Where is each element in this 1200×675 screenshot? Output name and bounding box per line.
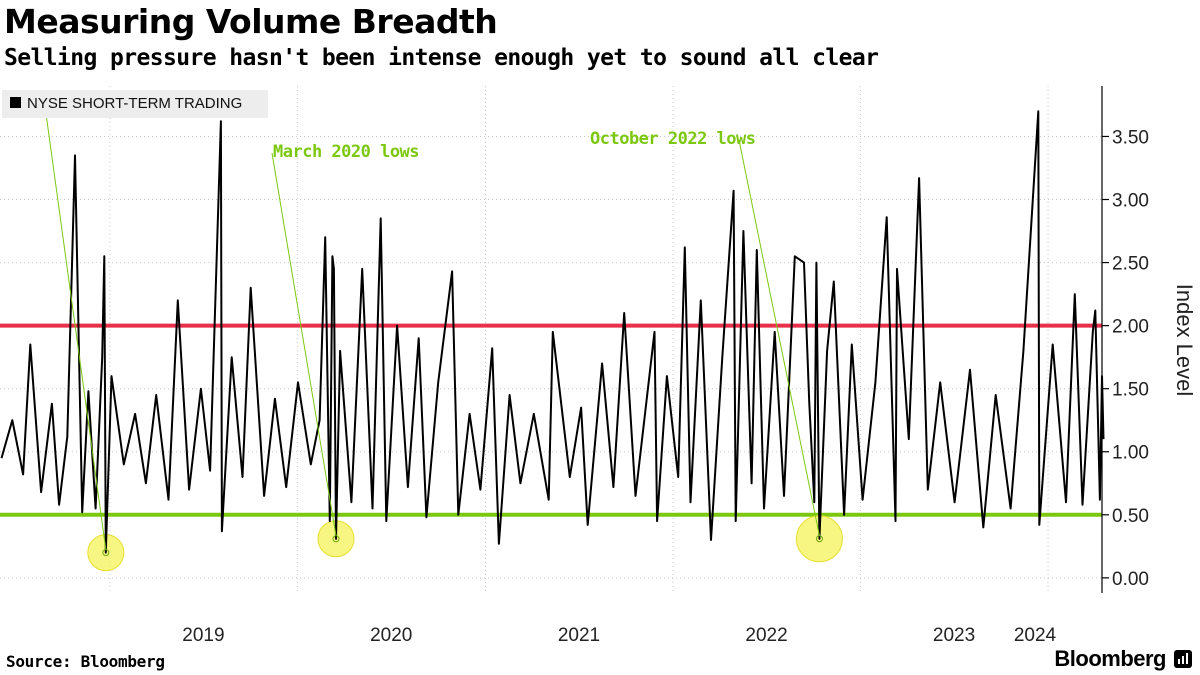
source-note: Source: Bloomberg [6, 652, 165, 671]
chart-title: Measuring Volume Breadth [4, 2, 498, 41]
legend-background [2, 90, 268, 118]
x-tick-label: 2023 [933, 625, 975, 646]
x-tick-label: 2022 [745, 625, 787, 646]
annotation-label: October 2022 lows [590, 129, 756, 149]
x-tick-label: 2021 [558, 625, 600, 646]
brand-wordmark: Bloomberg [1054, 646, 1166, 671]
series-line [0, 110, 1105, 554]
bloomberg-terminal-icon [1174, 650, 1192, 668]
gridlines [0, 86, 1102, 593]
legend: NYSE SHORT-TERM TRADING [2, 90, 268, 118]
annotation-leader [43, 98, 107, 550]
annotation-label: March 2020 lows [273, 142, 419, 162]
y-tick-label: 0.50 [1112, 506, 1149, 527]
annotation-leader [738, 139, 820, 536]
y-tick-label: 3.50 [1112, 127, 1149, 148]
legend-entry: NYSE SHORT-TERM TRADING [27, 95, 242, 112]
x-tick-label: 2020 [370, 625, 412, 646]
annotation-leader [271, 152, 337, 536]
y-tick-label: 2.00 [1112, 317, 1149, 338]
x-tick-label: 2024 [1014, 625, 1057, 646]
y-tick-label: 2.50 [1112, 254, 1149, 275]
legend-swatch [10, 97, 21, 108]
y-tick-label: 0.00 [1112, 569, 1149, 590]
chart-subtitle: Selling pressure hasn't been intense eno… [4, 45, 879, 71]
y-axis-label: Index Level [1172, 284, 1197, 397]
y-tick-label: 3.00 [1112, 191, 1149, 212]
x-tick-label: 2019 [182, 625, 224, 646]
y-tick-label: 1.00 [1112, 443, 1149, 464]
y-tick-label: 1.50 [1112, 380, 1149, 401]
